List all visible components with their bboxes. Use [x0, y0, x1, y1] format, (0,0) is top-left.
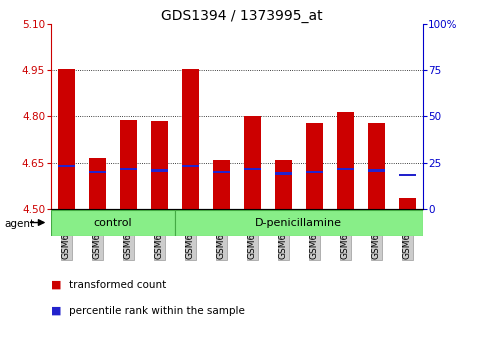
Bar	[57, 165, 75, 167]
Bar	[337, 168, 354, 170]
Text: transformed count: transformed count	[69, 280, 166, 289]
Text: control: control	[93, 218, 132, 228]
Bar	[89, 171, 106, 173]
Text: ■: ■	[51, 280, 61, 289]
Bar	[182, 165, 199, 167]
Bar	[120, 119, 137, 209]
Bar	[398, 174, 416, 176]
Bar	[213, 159, 230, 209]
Bar	[306, 171, 323, 173]
Text: ■: ■	[51, 306, 61, 315]
Bar	[151, 121, 168, 209]
Bar	[368, 169, 384, 172]
Bar	[243, 168, 261, 170]
Bar	[175, 210, 423, 236]
Bar	[275, 172, 292, 175]
Bar	[306, 122, 323, 209]
Bar	[89, 158, 106, 209]
Bar	[275, 159, 292, 209]
Text: agent: agent	[5, 219, 35, 228]
Bar	[120, 168, 137, 170]
Bar	[368, 122, 384, 209]
Bar	[398, 198, 416, 209]
Bar	[151, 169, 168, 172]
Bar	[51, 210, 175, 236]
Bar	[57, 69, 75, 209]
Text: GDS1394 / 1373995_at: GDS1394 / 1373995_at	[161, 9, 322, 23]
Text: D-penicillamine: D-penicillamine	[255, 218, 342, 228]
Text: percentile rank within the sample: percentile rank within the sample	[69, 306, 245, 315]
Bar	[243, 116, 261, 209]
Bar	[182, 69, 199, 209]
Bar	[213, 171, 230, 173]
Bar	[337, 112, 354, 209]
